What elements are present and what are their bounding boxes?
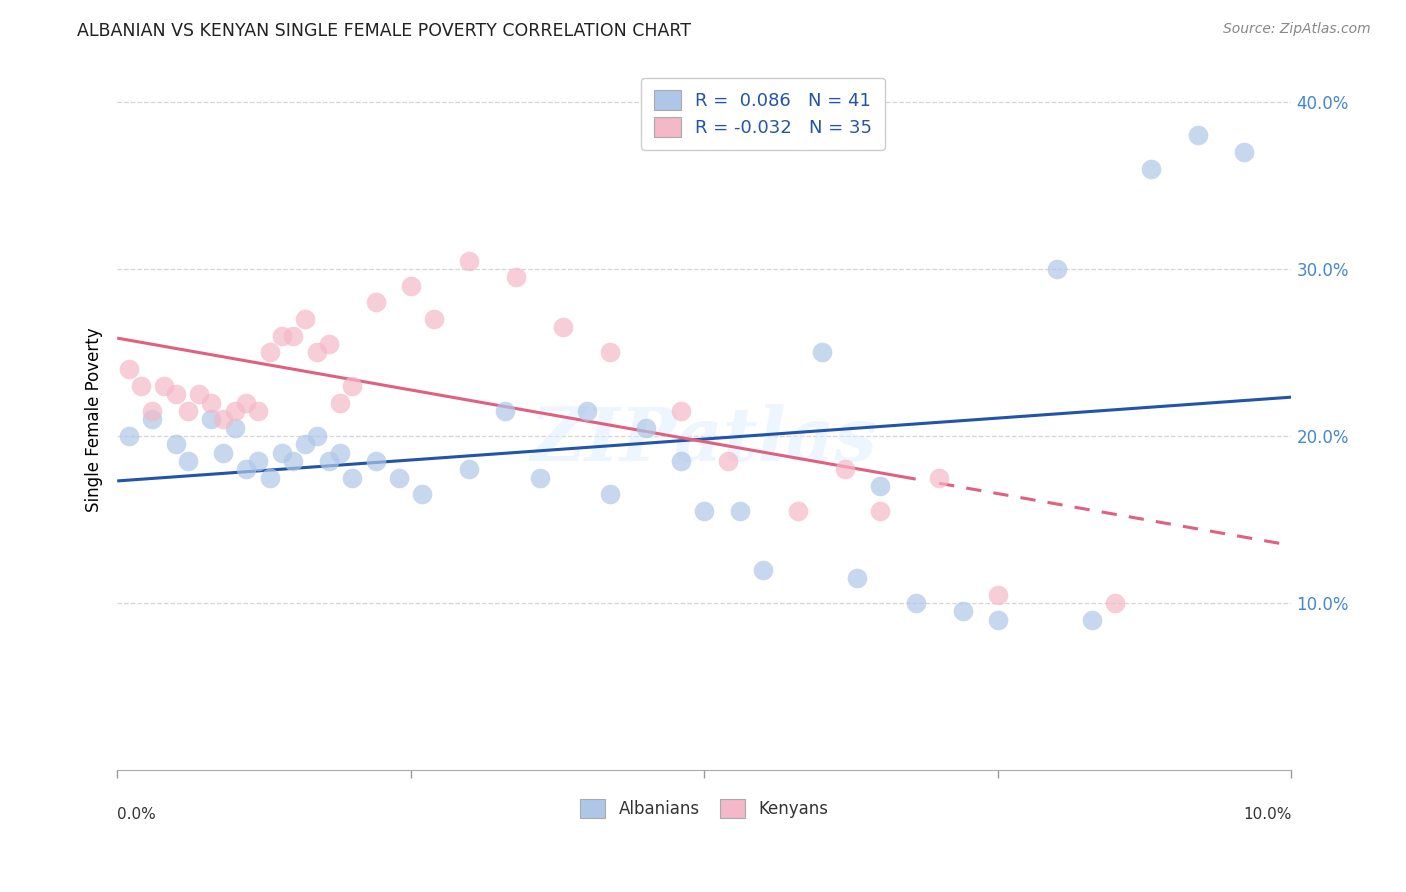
Point (235, 462, 257, 476)
Point (305, 345, 328, 359)
Point (153, 379, 176, 393)
Point (188, 387, 211, 401)
Point (364, 454, 387, 468)
Point (505, 270, 527, 285)
Point (283, 454, 305, 468)
Text: ALBANIAN VS KENYAN SINGLE FEMALE POVERTY CORRELATION CHART: ALBANIAN VS KENYAN SINGLE FEMALE POVERTY… (77, 22, 692, 40)
Point (494, 404, 516, 418)
Point (1104, 596, 1126, 610)
Point (1045, 262, 1067, 277)
Text: 0.0%: 0.0% (117, 806, 156, 822)
Point (529, 471, 551, 485)
Point (294, 437, 316, 451)
Point (987, 588, 1010, 602)
Point (1081, 613, 1104, 627)
Y-axis label: Single Female Poverty: Single Female Poverty (86, 327, 103, 512)
Point (176, 404, 198, 418)
Point (752, 563, 775, 577)
Point (364, 295, 387, 310)
Point (717, 454, 740, 468)
Point (200, 412, 222, 426)
Point (458, 462, 481, 476)
Point (599, 487, 621, 501)
Point (235, 395, 257, 409)
Point (212, 445, 235, 459)
Point (810, 345, 832, 359)
Point (247, 454, 270, 468)
Point (669, 454, 692, 468)
Point (423, 312, 446, 326)
Point (599, 345, 621, 359)
Point (846, 571, 869, 585)
Point (283, 328, 305, 343)
Point (693, 504, 716, 518)
Point (318, 337, 340, 351)
Point (294, 312, 316, 326)
Point (247, 404, 270, 418)
Point (340, 379, 363, 393)
Text: ZIPatlas: ZIPatlas (531, 404, 877, 476)
Point (904, 596, 927, 610)
Point (329, 395, 352, 409)
Point (141, 412, 163, 426)
Point (399, 278, 422, 293)
Point (388, 471, 411, 485)
Point (834, 462, 856, 476)
Point (669, 404, 692, 418)
Point (869, 504, 891, 518)
Point (1139, 161, 1161, 176)
Point (165, 387, 187, 401)
Point (129, 379, 152, 393)
Text: 10.0%: 10.0% (1243, 806, 1292, 822)
Point (212, 412, 235, 426)
Point (1233, 145, 1256, 159)
Point (928, 471, 950, 485)
Point (634, 420, 657, 434)
Legend: Albanians, Kenyans: Albanians, Kenyans (574, 793, 835, 825)
Point (224, 404, 246, 418)
Point (728, 504, 751, 518)
Point (1187, 128, 1209, 143)
Point (787, 504, 810, 518)
Point (305, 429, 328, 443)
Point (869, 479, 891, 493)
Point (224, 420, 246, 434)
Point (176, 454, 198, 468)
Point (141, 404, 163, 418)
Point (118, 362, 141, 376)
Point (952, 604, 974, 618)
Point (259, 471, 281, 485)
Point (575, 404, 598, 418)
Point (259, 345, 281, 359)
Point (200, 395, 222, 409)
Point (340, 471, 363, 485)
Point (329, 445, 352, 459)
Point (165, 437, 187, 451)
Point (553, 320, 575, 334)
Point (458, 253, 481, 268)
Point (270, 445, 292, 459)
Point (318, 454, 340, 468)
Point (987, 613, 1010, 627)
Point (118, 429, 141, 443)
Point (411, 487, 433, 501)
Text: Source: ZipAtlas.com: Source: ZipAtlas.com (1223, 22, 1371, 37)
Point (270, 328, 292, 343)
